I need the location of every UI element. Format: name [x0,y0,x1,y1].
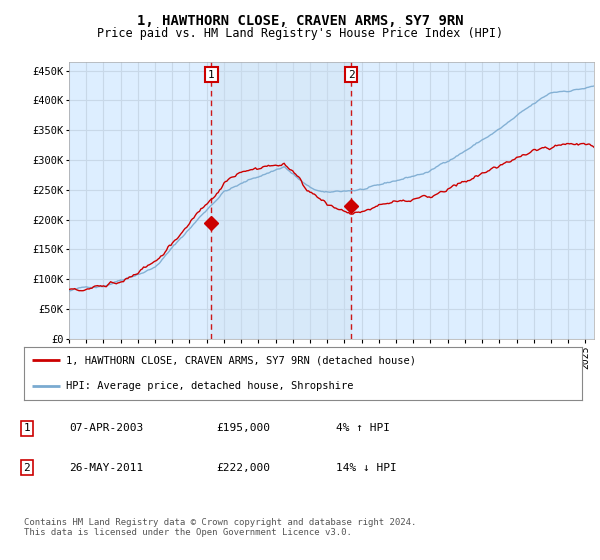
Text: 1, HAWTHORN CLOSE, CRAVEN ARMS, SY7 9RN: 1, HAWTHORN CLOSE, CRAVEN ARMS, SY7 9RN [137,14,463,28]
Text: 2: 2 [348,69,355,80]
Text: 2: 2 [23,463,31,473]
Text: 1: 1 [208,69,215,80]
Text: 1: 1 [23,423,31,433]
Text: 26-MAY-2011: 26-MAY-2011 [69,463,143,473]
Text: Contains HM Land Registry data © Crown copyright and database right 2024.
This d: Contains HM Land Registry data © Crown c… [24,518,416,538]
Text: Price paid vs. HM Land Registry's House Price Index (HPI): Price paid vs. HM Land Registry's House … [97,27,503,40]
Text: HPI: Average price, detached house, Shropshire: HPI: Average price, detached house, Shro… [66,380,353,390]
Text: 07-APR-2003: 07-APR-2003 [69,423,143,433]
Text: £195,000: £195,000 [216,423,270,433]
Text: 14% ↓ HPI: 14% ↓ HPI [336,463,397,473]
Text: 1, HAWTHORN CLOSE, CRAVEN ARMS, SY7 9RN (detached house): 1, HAWTHORN CLOSE, CRAVEN ARMS, SY7 9RN … [66,356,416,366]
Text: £222,000: £222,000 [216,463,270,473]
Text: 4% ↑ HPI: 4% ↑ HPI [336,423,390,433]
Bar [211,62,351,339]
